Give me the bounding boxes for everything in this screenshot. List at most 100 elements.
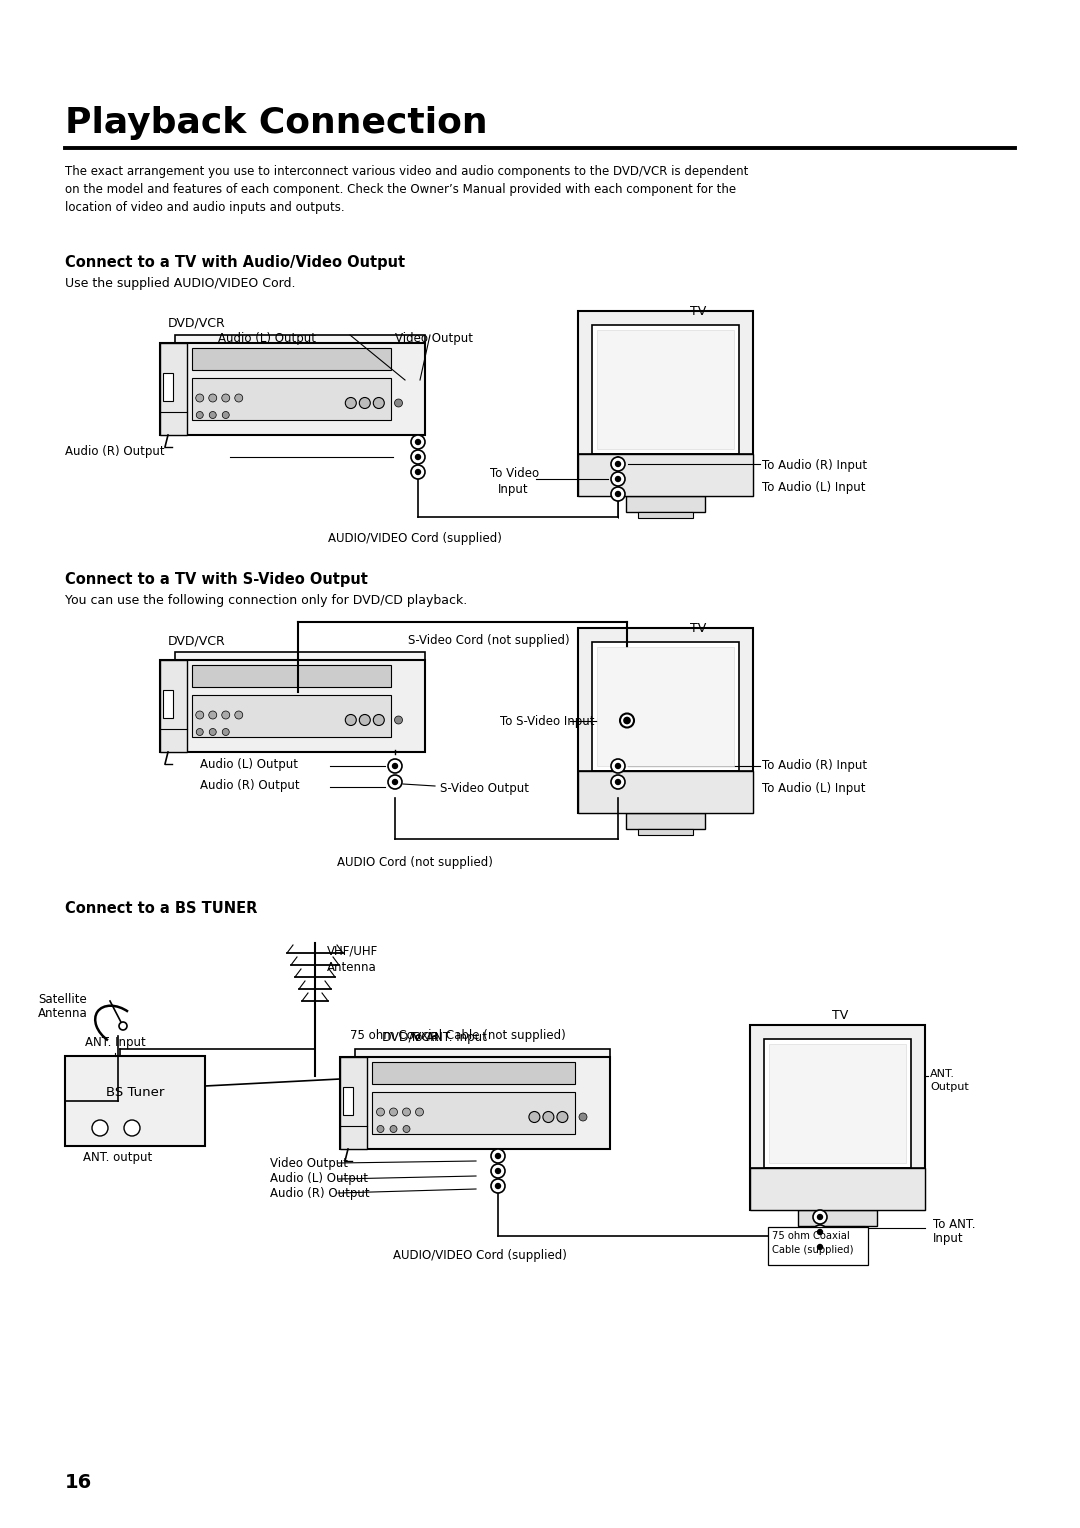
Circle shape [195,711,204,720]
Bar [160,342,187,435]
Bar [373,1093,575,1134]
Circle shape [124,1120,140,1135]
Bar [340,1057,610,1149]
Bar [160,342,426,435]
Circle shape [197,729,203,735]
Bar [192,695,391,736]
Circle shape [616,461,621,466]
Circle shape [616,477,621,481]
Circle shape [416,454,420,460]
Circle shape [377,1108,384,1115]
Circle shape [208,711,217,720]
Bar [192,377,391,420]
Polygon shape [355,1050,610,1057]
Text: 75 ohm Coaxial Cable (not supplied): 75 ohm Coaxial Cable (not supplied) [350,1028,566,1042]
Text: To S-Video Input: To S-Video Input [500,715,594,727]
Bar [163,373,173,400]
Bar [750,1025,924,1210]
Bar [798,1210,877,1225]
Text: Antenna: Antenna [38,1007,87,1021]
Circle shape [360,715,370,726]
Text: To ANT.: To ANT. [933,1218,975,1232]
Circle shape [197,411,203,419]
Text: TV: TV [690,306,706,318]
Bar [810,1225,865,1232]
Text: 16: 16 [65,1473,92,1491]
Bar [638,830,693,834]
Text: AUDIO/VIDEO Cord (supplied): AUDIO/VIDEO Cord (supplied) [328,532,502,545]
Bar [343,1086,353,1115]
Bar [597,646,734,766]
Circle shape [222,411,229,419]
Text: S-Video Cord (not supplied): S-Video Cord (not supplied) [408,634,569,646]
Bar [192,665,391,688]
Text: on the model and features of each component. Check the Owner’s Manual provided w: on the model and features of each compon… [65,183,737,196]
Text: Input: Input [933,1232,963,1245]
Text: The exact arrangement you use to interconnect various video and audio components: The exact arrangement you use to interco… [65,165,748,177]
Circle shape [394,399,403,406]
Polygon shape [175,652,426,660]
Text: Connect to a TV with S-Video Output: Connect to a TV with S-Video Output [65,571,368,587]
Circle shape [360,397,370,408]
Circle shape [234,394,243,402]
Circle shape [411,435,426,449]
Text: AUDIO/VIDEO Cord (supplied): AUDIO/VIDEO Cord (supplied) [393,1248,567,1262]
Bar [192,348,391,370]
Text: Video Output: Video Output [270,1157,348,1170]
Circle shape [611,472,625,486]
Circle shape [579,1112,588,1122]
Text: To Audio (R) Input: To Audio (R) Input [762,458,867,472]
Circle shape [818,1230,823,1235]
Circle shape [611,775,625,788]
Bar [592,642,739,772]
Circle shape [392,779,397,784]
Text: Audio (L) Output: Audio (L) Output [218,332,316,345]
Text: Use the supplied AUDIO/VIDEO Cord.: Use the supplied AUDIO/VIDEO Cord. [65,277,296,290]
Text: Satellite: Satellite [38,993,86,1005]
Text: 75 ohm Coaxial: 75 ohm Coaxial [772,1232,850,1241]
Bar [750,1167,924,1210]
Text: To Audio (R) Input: To Audio (R) Input [762,759,867,773]
Circle shape [813,1241,827,1254]
Bar [340,1057,367,1149]
Text: Playback Connection: Playback Connection [65,105,488,141]
Circle shape [377,1126,384,1132]
Circle shape [411,451,426,465]
Circle shape [221,711,230,720]
Circle shape [491,1164,505,1178]
Circle shape [119,1022,127,1030]
Circle shape [195,394,204,402]
Text: Output: Output [930,1082,969,1093]
Bar [764,1039,912,1167]
Circle shape [611,759,625,773]
Circle shape [616,779,621,784]
Bar [578,454,753,497]
Circle shape [411,465,426,478]
Text: Audio (R) Output: Audio (R) Output [65,445,164,457]
Bar [578,312,753,497]
Circle shape [403,1108,410,1115]
Bar [160,660,426,752]
Circle shape [416,1108,423,1115]
Bar [597,330,734,449]
Circle shape [92,1120,108,1135]
Text: Antenna: Antenna [327,961,377,973]
Circle shape [222,729,229,735]
Text: ANT. output: ANT. output [83,1151,152,1164]
Circle shape [496,1169,500,1174]
Circle shape [390,1108,397,1115]
Text: location of video and audio inputs and outputs.: location of video and audio inputs and o… [65,202,345,214]
Bar [768,1227,868,1265]
Circle shape [210,729,216,735]
Circle shape [208,394,217,402]
Circle shape [388,775,402,788]
Circle shape [388,759,402,773]
Bar [626,497,705,512]
Circle shape [616,492,621,497]
Circle shape [611,457,625,471]
Text: DVD/VCR: DVD/VCR [382,1031,440,1044]
Text: You can use the following connection only for DVD/CD playback.: You can use the following connection onl… [65,594,468,607]
Bar [769,1044,906,1163]
Circle shape [616,764,621,769]
Circle shape [818,1215,823,1219]
